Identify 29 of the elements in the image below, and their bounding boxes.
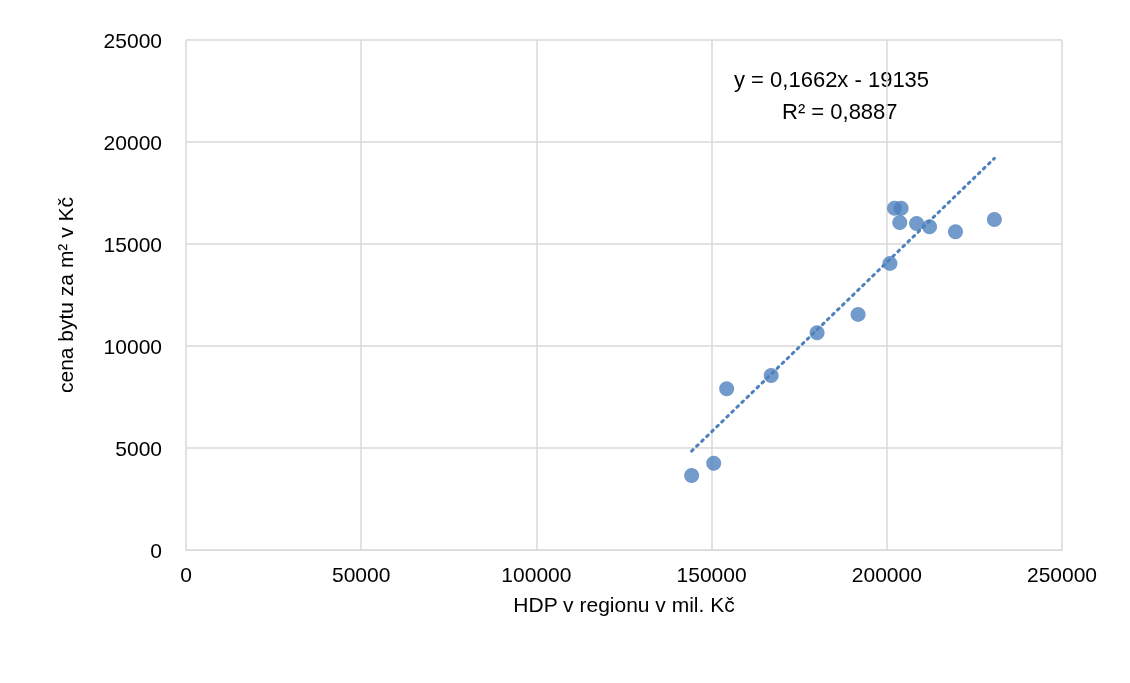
y-tick-label: 0 [150, 538, 162, 562]
y-tick-label: 25000 [103, 28, 162, 52]
point [893, 200, 909, 216]
annotation: y = 0,1662x - 19135 [734, 66, 930, 92]
annotation: R² = 0,8887 [782, 98, 898, 124]
y-tick-label: 5000 [115, 436, 162, 460]
point [850, 306, 866, 322]
point [706, 455, 722, 471]
x-tick-label: 50000 [332, 563, 391, 586]
y-axis-title: cena bytu za m² v Kč [54, 196, 77, 394]
x-tick-label: 150000 [676, 563, 747, 586]
x-tick-label: 0 [180, 563, 192, 586]
x-axis-title: HDP v regionu v mil. Kč [513, 593, 735, 616]
point [809, 325, 825, 341]
x-tick-label: 250000 [1026, 563, 1098, 586]
point [909, 216, 925, 232]
y-tick-label: 10000 [103, 334, 162, 358]
y-tick-label: 20000 [103, 130, 162, 154]
y-tick-label: 15000 [103, 232, 162, 256]
point [892, 215, 908, 231]
x-tick-label: 200000 [851, 563, 922, 586]
point [922, 219, 938, 235]
point [763, 368, 779, 384]
point [882, 255, 898, 271]
point [947, 224, 963, 240]
point [986, 212, 1002, 228]
point [684, 468, 700, 484]
x-tick-label: 100000 [501, 563, 572, 586]
point [719, 381, 735, 397]
